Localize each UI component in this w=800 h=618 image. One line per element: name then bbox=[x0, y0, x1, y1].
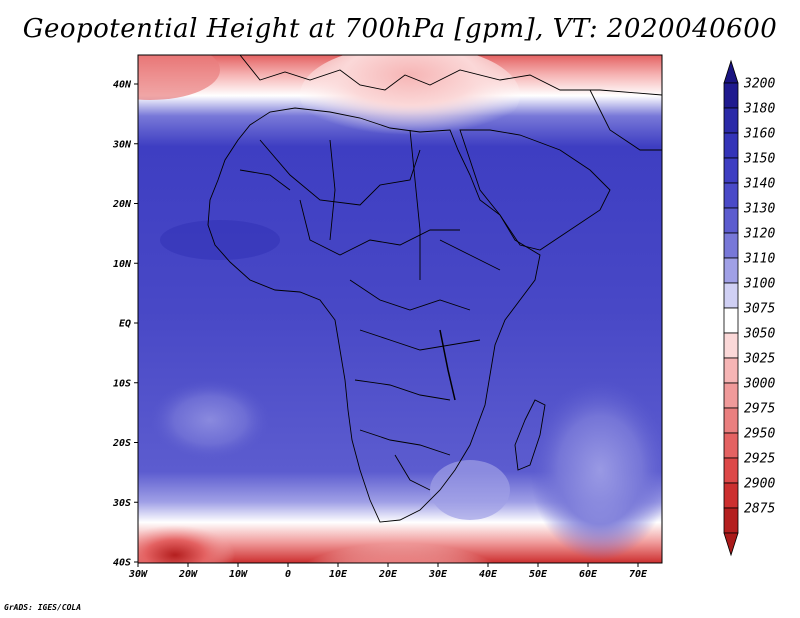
colorbar-swatch bbox=[723, 332, 739, 359]
lon-tick-label: 30E bbox=[428, 569, 448, 580]
colorbar-swatch bbox=[723, 107, 739, 134]
colorbar-level-label: 3120 bbox=[743, 227, 775, 242]
lat-tick-label: 40S bbox=[113, 558, 131, 569]
colorbar-level-label: 3130 bbox=[743, 202, 775, 217]
colorbar-level-label: 3075 bbox=[743, 302, 775, 317]
south-trough bbox=[295, 535, 505, 563]
colorbar-swatch bbox=[723, 507, 739, 534]
lat-tick-label: 10N bbox=[113, 259, 132, 270]
colorbar-swatch bbox=[723, 182, 739, 209]
latitude-axis: 40N 30N 20N 10N EQ 10S 20S 30S 40S bbox=[112, 80, 138, 569]
colorbar-level-label: 3180 bbox=[743, 102, 775, 117]
map-title: Geopotential Height at 700hPa [gpm], VT:… bbox=[22, 14, 778, 44]
colorbar: 3200 3180 3160 3150 3140 3130 3120 3110 3100 3075… bbox=[723, 59, 775, 557]
colorbar-swatch bbox=[723, 132, 739, 159]
colorbar-level-label: 3140 bbox=[743, 177, 775, 192]
lon-tick-label: 50E bbox=[529, 569, 548, 580]
africa-outline bbox=[207, 107, 541, 523]
southwest-trough bbox=[138, 525, 235, 563]
lon-tick-label: 60E bbox=[579, 569, 598, 580]
colorbar-swatch bbox=[723, 282, 739, 309]
colorbar-level-label: 3100 bbox=[743, 277, 775, 292]
colorbar-swatch bbox=[723, 307, 739, 334]
colorbar-level-label: 3050 bbox=[743, 327, 775, 342]
lon-tick-label: 30W bbox=[128, 569, 148, 580]
height-field bbox=[138, 55, 662, 563]
colorbar-swatch bbox=[723, 407, 739, 434]
colorbar-swatch bbox=[723, 357, 739, 384]
coastlines bbox=[207, 55, 662, 523]
longitude-axis: 30W 20W 10W 0 10E 20E 30E 40E 50E 60E 70E bbox=[128, 563, 648, 580]
lat-tick-label: 20S bbox=[112, 438, 131, 449]
colorbar-level-label: 2875 bbox=[744, 502, 775, 517]
colorbar-level-label: 2950 bbox=[744, 427, 775, 442]
lon-tick-label: 0 bbox=[285, 569, 291, 580]
lat-tick-label: 10S bbox=[113, 378, 131, 389]
colorbar-swatch bbox=[723, 157, 739, 184]
lon-tick-label: 40E bbox=[479, 569, 498, 580]
lon-tick-label: 10E bbox=[329, 569, 348, 580]
lat-tick-label: 30S bbox=[112, 498, 131, 509]
lon-tick-label: 20E bbox=[378, 569, 398, 580]
colorbar-level-label: 3160 bbox=[743, 127, 775, 142]
colorbar-swatch bbox=[723, 207, 739, 234]
colorbar-swatch bbox=[723, 82, 739, 109]
colorbar-swatch bbox=[723, 482, 739, 509]
colorbar-top-arrow bbox=[723, 59, 739, 84]
colorbar-level-label: 3200 bbox=[743, 77, 775, 92]
colorbar-level-label: 2975 bbox=[744, 402, 775, 417]
colorbar-swatch bbox=[723, 382, 739, 409]
lat-tick-label: 20N bbox=[112, 199, 132, 210]
colorbar-level-label: 2900 bbox=[744, 477, 775, 492]
colorbar-level-label: 2925 bbox=[744, 452, 775, 467]
colorbar-swatch bbox=[723, 432, 739, 459]
colorbar-swatch bbox=[723, 257, 739, 284]
arabia-outline bbox=[459, 129, 611, 251]
map-frame bbox=[137, 54, 663, 564]
colorbar-swatch bbox=[723, 232, 739, 259]
madagascar-outline bbox=[514, 399, 546, 471]
grads-credit: GrADS: IGES/COLA bbox=[4, 603, 82, 612]
colorbar-level-label: 3000 bbox=[743, 377, 775, 392]
lon-tick-label: 10W bbox=[229, 569, 248, 580]
colorbar-level-label: 3150 bbox=[743, 152, 775, 167]
mediterranean-ridge bbox=[300, 55, 520, 145]
lat-tick-label: 30N bbox=[112, 139, 132, 150]
lon-tick-label: 70E bbox=[629, 569, 648, 580]
europe-coast bbox=[239, 55, 662, 96]
lon-tick-label: 20W bbox=[178, 569, 198, 580]
colorbar-level-label: 3110 bbox=[743, 252, 775, 267]
lat-tick-label: 40N bbox=[113, 80, 132, 91]
lat-tick-label: EQ bbox=[119, 319, 131, 330]
colorbar-bottom-arrow bbox=[723, 532, 739, 557]
colorbar-level-label: 3025 bbox=[743, 352, 775, 367]
colorbar-swatch bbox=[723, 457, 739, 484]
